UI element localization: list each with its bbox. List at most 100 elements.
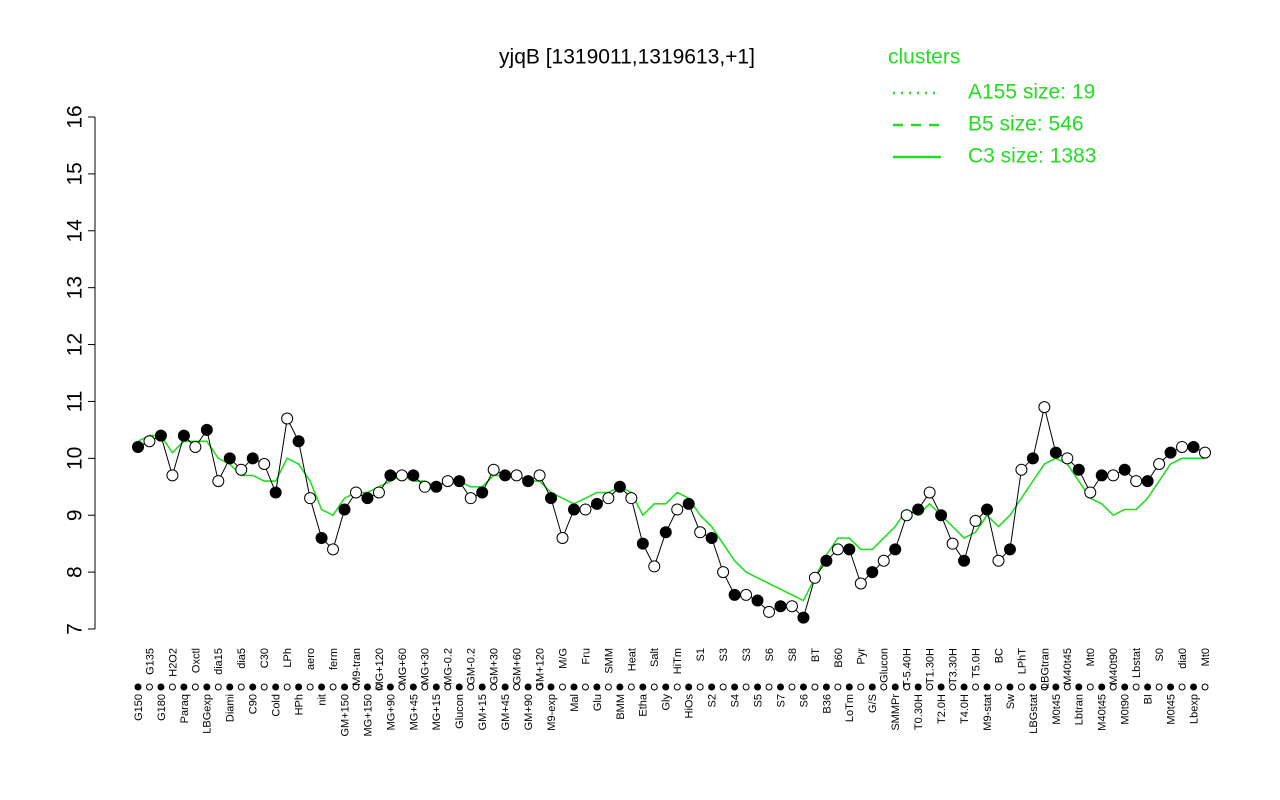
point — [464, 492, 477, 505]
point — [774, 600, 787, 613]
x-tick-label: T1.30H — [925, 648, 937, 684]
rug-dot — [145, 683, 153, 691]
point — [717, 566, 730, 579]
rug-dot — [272, 683, 280, 691]
rug-dot — [765, 683, 773, 691]
point — [499, 469, 512, 482]
point — [522, 475, 535, 488]
x-tick-label: GM+150 — [339, 694, 351, 737]
x-tick-label: aero — [305, 648, 317, 670]
rug-dot — [788, 683, 796, 691]
y-tick-label: 10 — [64, 447, 87, 470]
x-tick-label: GM+90 — [523, 694, 535, 730]
rug-dot — [168, 683, 176, 691]
rug-dot — [1155, 683, 1163, 691]
point — [315, 531, 328, 544]
rug-dot — [639, 683, 647, 691]
x-tick-label: MG+120 — [374, 648, 386, 691]
point — [327, 543, 340, 556]
rug-dot — [490, 683, 498, 691]
rug-dot — [191, 683, 199, 691]
x-tick-label: C30 — [259, 648, 271, 668]
point — [889, 543, 902, 556]
point — [407, 469, 420, 482]
rug-dot — [937, 683, 945, 691]
x-tick-label: LBGexp — [202, 694, 214, 734]
point — [1176, 440, 1189, 453]
point — [648, 560, 661, 573]
point — [441, 475, 454, 488]
point — [1118, 463, 1131, 476]
x-tick-label: MG-0.2 — [443, 648, 455, 685]
point — [1049, 446, 1062, 459]
x-tick-label: T-5.40H — [902, 648, 914, 687]
rug-dot — [983, 683, 991, 691]
point — [935, 509, 948, 522]
rug-dot — [260, 683, 268, 691]
x-tick-label: M/G — [557, 648, 569, 669]
x-tick-label: M0t45 — [1051, 694, 1063, 725]
rug-dot — [1144, 683, 1152, 691]
point — [453, 475, 466, 488]
rug-dot — [501, 683, 509, 691]
legend-label: A155 size: 19 — [968, 81, 1095, 104]
legend-label: C3 size: 1383 — [968, 145, 1096, 168]
point — [740, 588, 753, 601]
point — [556, 531, 569, 544]
rug-dot — [1040, 683, 1048, 691]
x-tick-label: S6 — [764, 648, 776, 661]
y-tick-label: 12 — [64, 333, 87, 356]
x-tick-label: S7 — [775, 694, 787, 707]
point — [946, 537, 959, 550]
rug-dot — [1086, 683, 1094, 691]
rug-dot — [1190, 683, 1198, 691]
x-tick-label: HiOs — [684, 694, 696, 719]
rug-dot — [685, 683, 693, 691]
rug-dot — [903, 683, 911, 691]
x-tick-label: MG+150 — [362, 694, 374, 737]
point — [395, 469, 408, 482]
x-tick-label: LPhT — [1016, 648, 1028, 675]
x-tick-label: Salt — [649, 648, 661, 667]
rug-dot — [1063, 683, 1071, 691]
x-tick-label: M0t45 — [1165, 694, 1177, 725]
point — [694, 526, 707, 539]
x-tick-label: T2.0H — [936, 694, 948, 724]
rug-dot — [696, 683, 704, 691]
rug-dot — [581, 683, 589, 691]
point — [992, 554, 1005, 567]
x-tick-label: M9-stat — [982, 694, 994, 731]
y-tick-label: 14 — [64, 219, 87, 243]
rug-dot — [559, 683, 567, 691]
x-tick-label: Oxctl — [190, 648, 202, 673]
y-tick-label: 7 — [64, 623, 87, 635]
x-tick-label: GM+15 — [477, 694, 489, 730]
x-tick-label: M9-tran — [351, 648, 363, 686]
x-tick-label: MG+90 — [385, 694, 397, 730]
y-tick-label: 9 — [64, 509, 87, 521]
x-tick-label: Fru — [580, 648, 592, 665]
point — [1061, 452, 1074, 465]
point — [969, 514, 982, 527]
x-tick-label: dia5 — [236, 648, 248, 669]
x-tick-label: S0 — [1154, 648, 1166, 661]
x-tick-label: Etha — [638, 693, 650, 717]
rug-dot — [1201, 683, 1209, 691]
x-tick-label: Pyr — [856, 648, 868, 665]
x-tick-label: G150 — [133, 694, 145, 721]
point — [820, 554, 833, 567]
point — [269, 486, 282, 499]
x-tick-label: HPh — [294, 694, 306, 715]
point — [808, 571, 821, 584]
point — [384, 469, 397, 482]
point — [189, 440, 202, 453]
x-tick-label: G180 — [156, 694, 168, 721]
point — [579, 503, 592, 516]
point — [613, 480, 626, 493]
rug-dot — [719, 683, 727, 691]
y-tick-label: 8 — [64, 566, 87, 578]
x-tick-label: B60 — [833, 648, 845, 668]
point — [877, 554, 890, 567]
